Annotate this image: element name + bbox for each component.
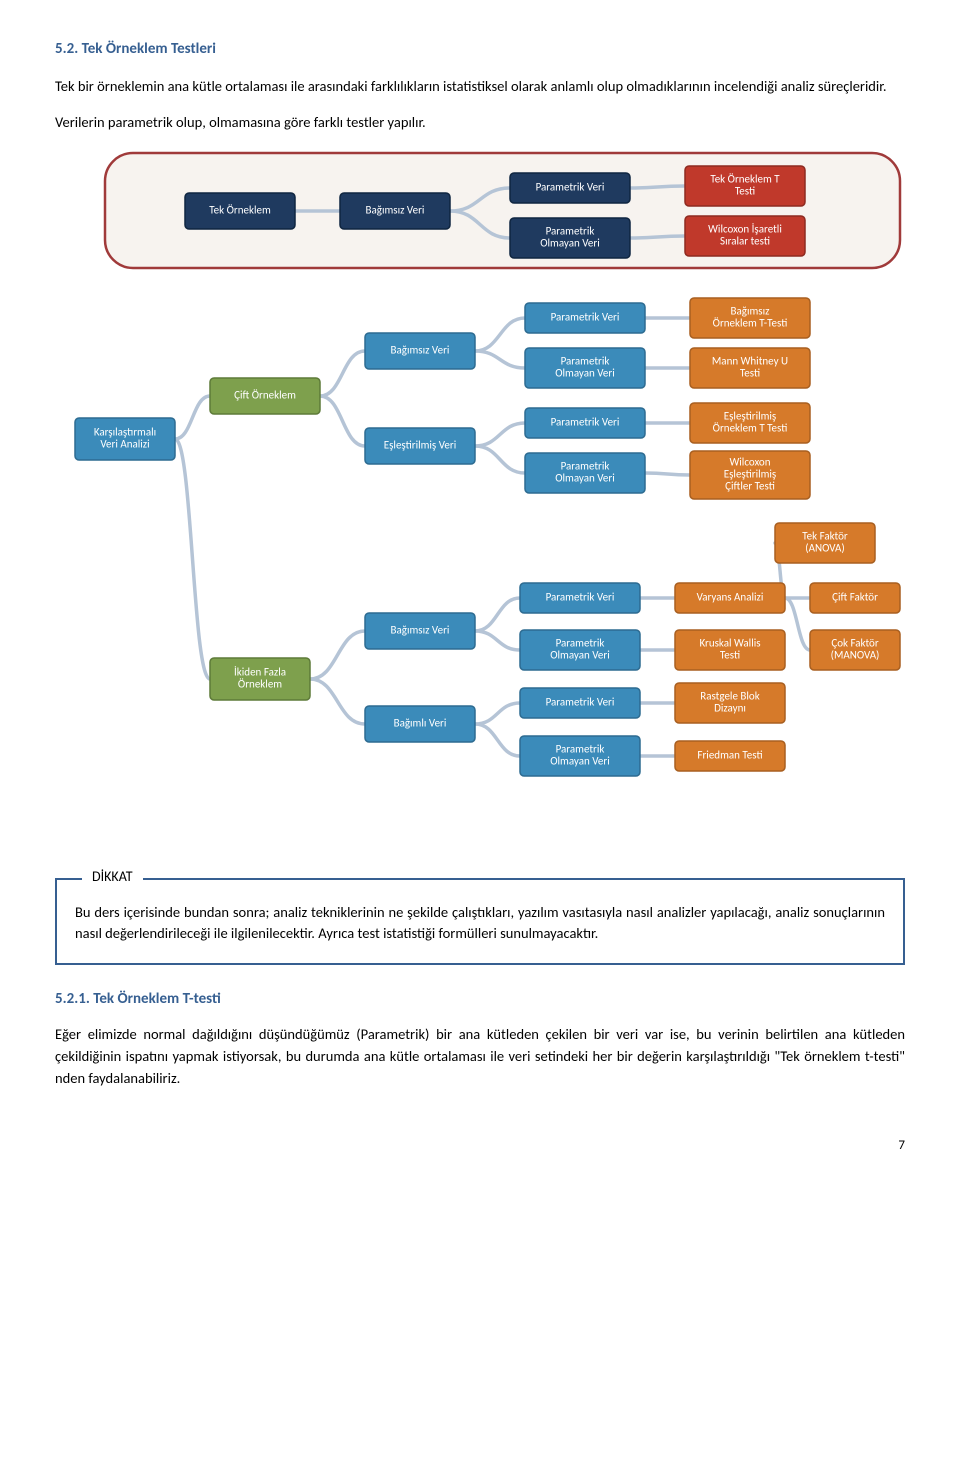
svg-text:Eşleştirilmiş Veri: Eşleştirilmiş Veri — [384, 438, 457, 451]
intro-paragraph-1: Tek bir örneklemin ana kütle ortalaması … — [55, 76, 905, 98]
svg-text:Bağımlı Veri: Bağımlı Veri — [394, 716, 447, 729]
analysis-flowchart: Tek Örneklem Bağımsız Veri Parametrik Veri… — [55, 148, 905, 838]
svg-text:Örneklem: Örneklem — [238, 677, 282, 690]
svg-text:Olmayan Veri: Olmayan Veri — [555, 471, 615, 484]
svg-text:Parametrik Veri: Parametrik Veri — [546, 695, 615, 708]
svg-text:Bağımsız Veri: Bağımsız Veri — [391, 623, 450, 636]
svg-text:Çiftler Testi: Çiftler Testi — [725, 479, 775, 492]
svg-text:Dizaynı: Dizaynı — [714, 701, 746, 714]
svg-text:Çift Faktör: Çift Faktör — [832, 590, 878, 603]
svg-text:Testi: Testi — [720, 648, 740, 661]
attention-box: DİKKAT Bu ders içerisinde bundan sonra; … — [55, 878, 905, 966]
page-number: 7 — [898, 1138, 905, 1153]
section-heading-521: 5.2.1. Tek Örneklem T-testi — [55, 990, 905, 1008]
svg-text:Bağımsız Veri: Bağımsız Veri — [391, 343, 450, 356]
svg-text:Olmayan Veri: Olmayan Veri — [540, 236, 600, 249]
s521-paragraph: Eğer elimizde normal dağıldığını düşündü… — [55, 1024, 905, 1089]
svg-text:Veri Analizi: Veri Analizi — [100, 437, 149, 450]
svg-text:Parametrik Veri: Parametrik Veri — [536, 180, 605, 193]
svg-text:Olmayan Veri: Olmayan Veri — [550, 648, 610, 661]
section-heading-52: 5.2. Tek Örneklem Testleri — [55, 40, 905, 58]
svg-text:Testi: Testi — [740, 366, 760, 379]
attention-label: DİKKAT — [82, 868, 143, 885]
svg-text:Tek Örneklem: Tek Örneklem — [209, 203, 271, 216]
svg-text:Örneklem T-Testi: Örneklem T-Testi — [713, 316, 788, 329]
svg-text:Bağımsız Veri: Bağımsız Veri — [366, 203, 425, 216]
svg-text:Örneklem T Testi: Örneklem T Testi — [713, 421, 788, 434]
svg-text:Sıralar testi: Sıralar testi — [720, 234, 770, 247]
svg-text:Çift Örneklem: Çift Örneklem — [234, 388, 296, 401]
svg-text:(MANOVA): (MANOVA) — [831, 648, 880, 661]
svg-text:Olmayan Veri: Olmayan Veri — [555, 366, 615, 379]
svg-text:Varyans Analizi: Varyans Analizi — [697, 590, 764, 603]
attention-text: Bu ders içerisinde bundan sonra; analiz … — [75, 902, 885, 946]
svg-text:Olmayan Veri: Olmayan Veri — [550, 754, 610, 767]
svg-text:Parametrik Veri: Parametrik Veri — [551, 415, 620, 428]
svg-text:(ANOVA): (ANOVA) — [805, 541, 844, 554]
svg-text:Parametrik Veri: Parametrik Veri — [551, 310, 620, 323]
svg-text:Testi: Testi — [735, 184, 755, 197]
svg-text:Friedman Testi: Friedman Testi — [697, 748, 762, 761]
intro-paragraph-2: Verilerin parametrik olup, olmamasına gö… — [55, 112, 905, 134]
svg-text:Parametrik Veri: Parametrik Veri — [546, 590, 615, 603]
